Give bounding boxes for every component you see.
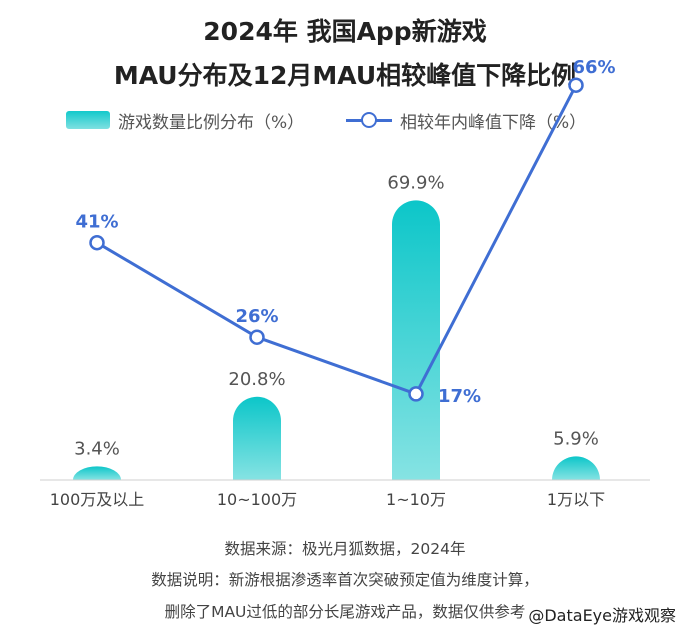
line-value-label-4: 66% [572,57,615,78]
x-tick-label-2: 10~100万 [217,490,297,509]
line-value-label-1: 41% [75,212,118,233]
bar-2 [233,396,281,480]
legend-item-bar: 游戏数量比例分布（%） [66,108,305,133]
footer-note-line1: 数据说明：新游根据渗透率首次突破预定值为维度计算， [151,571,539,589]
chart-title-line2: MAU分布及12月MAU相较峰值下降比例 [113,61,577,90]
legend-line-swatch-icon [346,111,392,129]
bar-value-label-1: 3.4% [74,438,120,459]
x-tick-label-3: 1~10万 [386,490,446,509]
line-value-label-3: 17% [438,386,481,407]
bar-value-label-4: 5.9% [553,428,599,449]
bar-4 [552,456,600,480]
line-value-label-2: 26% [235,306,278,327]
bar-value-label-2: 20.8% [228,369,285,390]
x-tick-label-1: 100万及以上 [50,490,145,509]
legend-bar-label: 游戏数量比例分布（%） [118,112,305,133]
bar-1 [73,466,121,480]
legend: 游戏数量比例分布（%） 相较年内峰值下降（%） [0,108,690,133]
footer-note-line2: 删除了MAU过低的部分长尾游戏产品，数据仅供参考 [164,603,526,621]
legend-bar-swatch-icon [66,111,110,129]
x-tick-label-4: 1万以下 [547,490,605,509]
line-point-1 [89,234,105,251]
legend-item-line: 相较年内峰值下降（%） [346,108,587,133]
legend-line-label: 相较年内峰值下降（%） [400,112,587,133]
line-point-3 [408,386,424,402]
footer-source: 数据来源：极光月狐数据，2024年 [224,540,466,558]
line-series-path [96,84,578,396]
line-point-4 [568,77,584,93]
line-point-2 [249,329,265,345]
bar-3 [392,200,440,480]
watermark: @DataEye游戏观察 [528,606,676,625]
chart-title-line1: 2024年 我国App新游戏 [203,17,487,46]
bar-value-label-3: 69.9% [387,172,444,193]
